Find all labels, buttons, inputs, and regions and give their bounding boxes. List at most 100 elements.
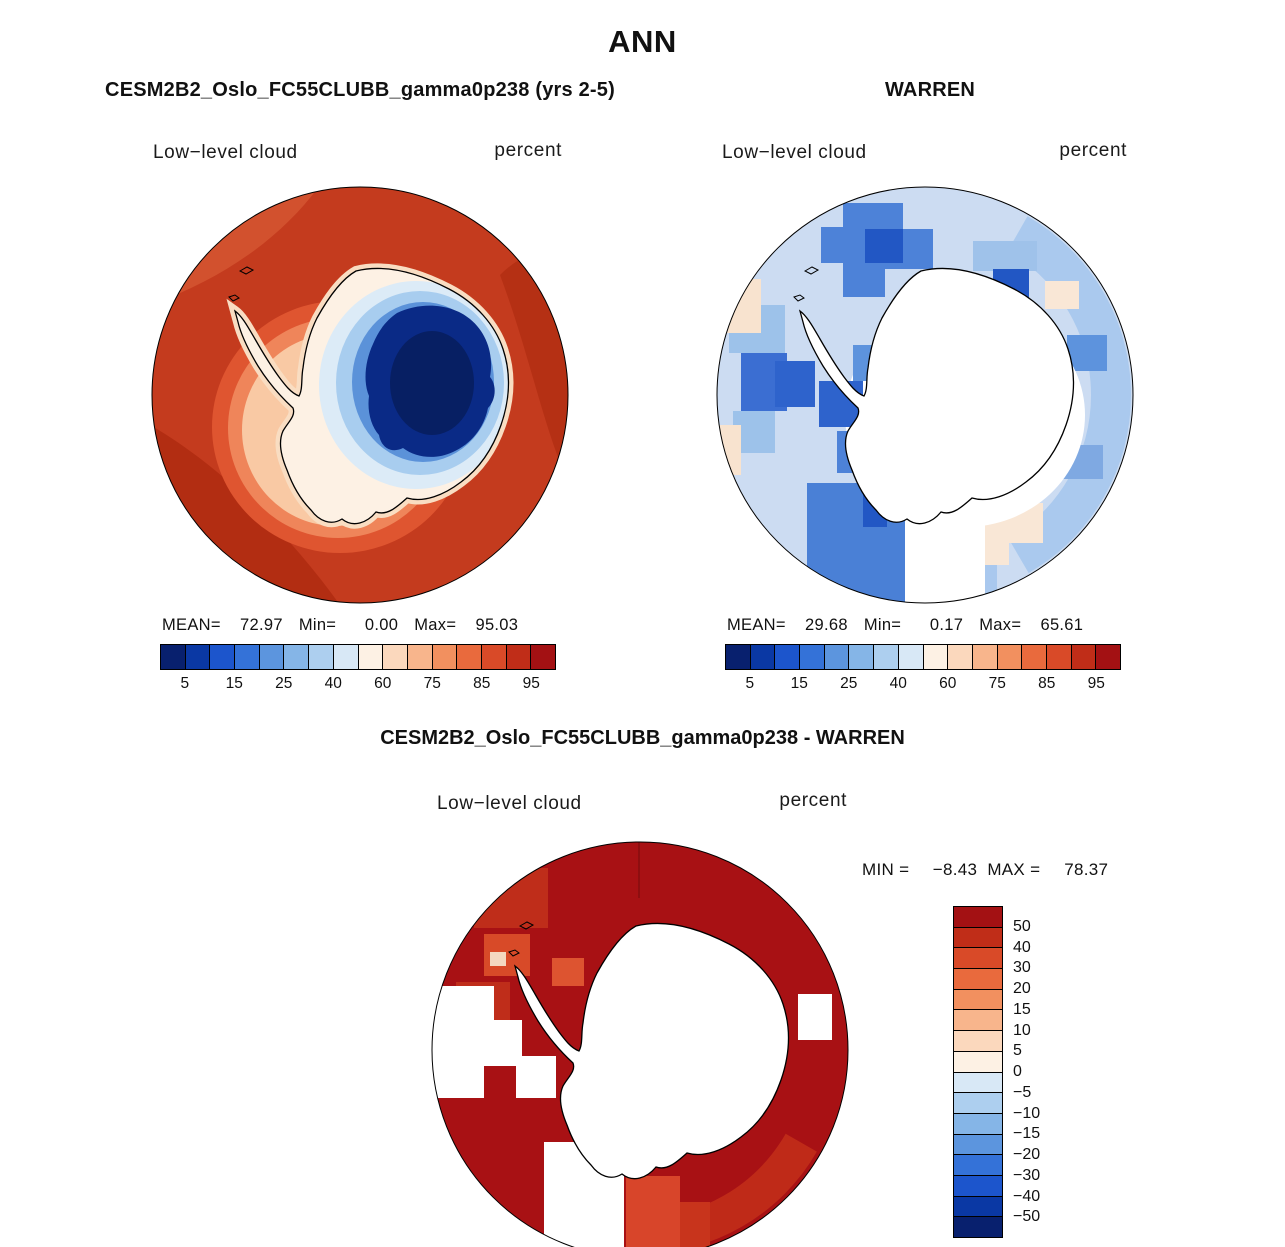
colorbar-cell xyxy=(1096,645,1120,669)
max-value: 65.61 xyxy=(1040,616,1084,634)
colorbar-cell xyxy=(210,645,236,669)
colorbar-tick-label: 40 xyxy=(1013,938,1031,956)
colorbar-cell xyxy=(954,1155,1002,1176)
colorbar-tick-label: −15 xyxy=(1013,1125,1041,1143)
map-rim xyxy=(431,841,849,1247)
colorbar-cell xyxy=(259,645,285,669)
colorbar-tick-label: 15 xyxy=(1013,1000,1031,1018)
max-value: 78.37 xyxy=(1064,860,1109,879)
colorbar-cell xyxy=(383,645,408,669)
colorbar-cell xyxy=(1022,645,1047,669)
colorbar-cell xyxy=(874,645,899,669)
colorbar-cell xyxy=(997,645,1023,669)
colorbar-tick-label: 15 xyxy=(790,675,808,692)
model-units-label: percent xyxy=(494,140,562,161)
obs-colorbar: 5 15 25 40 60 75 85 95 xyxy=(725,644,1121,692)
max-label: Max= xyxy=(979,616,1022,634)
colorbar-tick-label: −40 xyxy=(1013,1187,1041,1205)
colorbar-cell xyxy=(954,1196,1002,1218)
colorbar-cell xyxy=(954,907,1002,928)
colorbar-tick-label: −30 xyxy=(1013,1166,1041,1184)
model-map xyxy=(151,186,569,604)
colorbar-cell xyxy=(1071,645,1097,669)
island-outline xyxy=(238,266,255,275)
diff-stats: MIN = −8.43 MAX = 78.37 xyxy=(862,860,1118,880)
colorbar-cell xyxy=(309,645,334,669)
colorbar-cell xyxy=(333,645,359,669)
colorbar-tick-label: 5 xyxy=(745,675,755,692)
obs-field-label: Low−level cloud xyxy=(722,142,867,163)
colorbar-cell xyxy=(954,1010,1002,1032)
colorbar-tick-label: −5 xyxy=(1013,1083,1032,1101)
mean-label: MEAN= xyxy=(727,616,786,634)
max-value: 95.03 xyxy=(475,616,519,634)
min-value: 0.00 xyxy=(364,616,399,634)
colorbar-tick-label: −20 xyxy=(1013,1146,1041,1163)
min-value: −8.43 xyxy=(932,860,978,879)
colorbar-cell xyxy=(726,645,751,669)
map-rim xyxy=(716,186,1134,604)
colorbar-cell xyxy=(824,645,850,669)
colorbar-cell xyxy=(1046,645,1072,669)
colorbar-cell xyxy=(531,645,555,669)
obs-map xyxy=(716,186,1134,604)
colorbar-tick-label: 10 xyxy=(1013,1021,1031,1039)
max-label: Max= xyxy=(414,616,457,634)
colorbar-cell xyxy=(407,645,433,669)
colorbar-cell xyxy=(954,1093,1002,1114)
island-outline xyxy=(518,921,535,930)
obs-units-label: percent xyxy=(1059,140,1127,161)
diff-panel-title: CESM2B2_Oslo_FC55CLUBB_gamma0p238 - WARR… xyxy=(380,727,905,749)
obs-stats: MEAN= 29.68 Min= 0.17 Max= 65.61 xyxy=(727,616,1083,635)
colorbar-tick-label: 75 xyxy=(423,675,441,692)
colorbar-tick-label: 25 xyxy=(275,675,293,692)
mean-value: 29.68 xyxy=(805,616,848,634)
colorbar-tick-label: 5 xyxy=(180,675,190,692)
model-field-label: Low−level cloud xyxy=(153,142,298,163)
colorbar-tick-label: 85 xyxy=(473,675,491,692)
antarctica-outline xyxy=(233,267,510,525)
colorbar-cell xyxy=(800,645,825,669)
colorbar-tick-label: −10 xyxy=(1013,1104,1041,1122)
min-value: 0.17 xyxy=(929,616,964,634)
diff-map xyxy=(431,841,849,1247)
colorbar-cell xyxy=(457,645,482,669)
mean-value: 72.97 xyxy=(240,616,283,634)
model-colorbar: 5 15 25 40 60 75 85 95 xyxy=(160,644,556,692)
colorbar-cell xyxy=(954,969,1002,990)
antarctica-outline xyxy=(798,267,1075,525)
colorbar-tick-label: 15 xyxy=(225,675,243,692)
obs-map-continent xyxy=(793,266,1075,525)
colorbar-tick-label: 95 xyxy=(522,675,540,692)
min-label: Min= xyxy=(298,616,337,634)
antarctica-outline xyxy=(513,922,790,1180)
colorbar-tick-label: 95 xyxy=(1087,675,1105,692)
colorbar-cell xyxy=(432,645,458,669)
colorbar-cell xyxy=(948,645,973,669)
min-label: Min= xyxy=(863,616,902,634)
colorbar-tick-label: 30 xyxy=(1013,959,1031,977)
colorbar-cell xyxy=(954,1072,1002,1094)
colorbar-cell xyxy=(161,645,186,669)
min-label: MIN = xyxy=(862,860,910,879)
colorbar-tick-label: 60 xyxy=(939,675,957,692)
colorbar-cell xyxy=(898,645,924,669)
colorbar-tick-label: 40 xyxy=(324,675,342,692)
map-rim xyxy=(151,186,569,604)
colorbar-cell xyxy=(954,948,1002,970)
colorbar-cell xyxy=(954,1113,1002,1135)
colorbar-cell xyxy=(954,927,1002,949)
colorbar-cell xyxy=(849,645,875,669)
island-outline xyxy=(803,266,820,275)
model-stats: MEAN= 72.97 Min= 0.00 Max= 95.03 xyxy=(162,616,518,635)
model-map-continent xyxy=(228,266,510,525)
colorbar-cell xyxy=(506,645,532,669)
mean-label: MEAN= xyxy=(162,616,221,634)
diff-field-label: Low−level cloud xyxy=(437,793,582,814)
max-label: MAX = xyxy=(987,860,1041,879)
figure-title: ANN xyxy=(608,24,677,59)
colorbar-cell xyxy=(954,1031,1002,1052)
colorbar-cell xyxy=(185,645,211,669)
colorbar-tick-label: 75 xyxy=(988,675,1006,692)
